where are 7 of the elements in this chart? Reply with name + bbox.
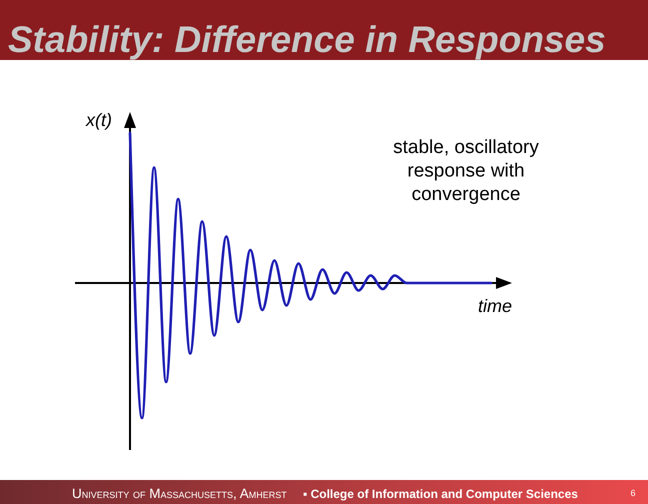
y-axis-title: x(t): [85, 110, 112, 130]
chart-title: Stability: Difference in Responses: [8, 19, 606, 60]
annotation: stable, oscillatory response with convergence: [393, 137, 540, 205]
x-axis-title: time: [478, 296, 512, 316]
text: ▪ College of Information and Computer Sciences: [303, 487, 578, 501]
text: 6: [630, 488, 636, 498]
text: University of Massachusetts, Amherst: [72, 486, 288, 501]
